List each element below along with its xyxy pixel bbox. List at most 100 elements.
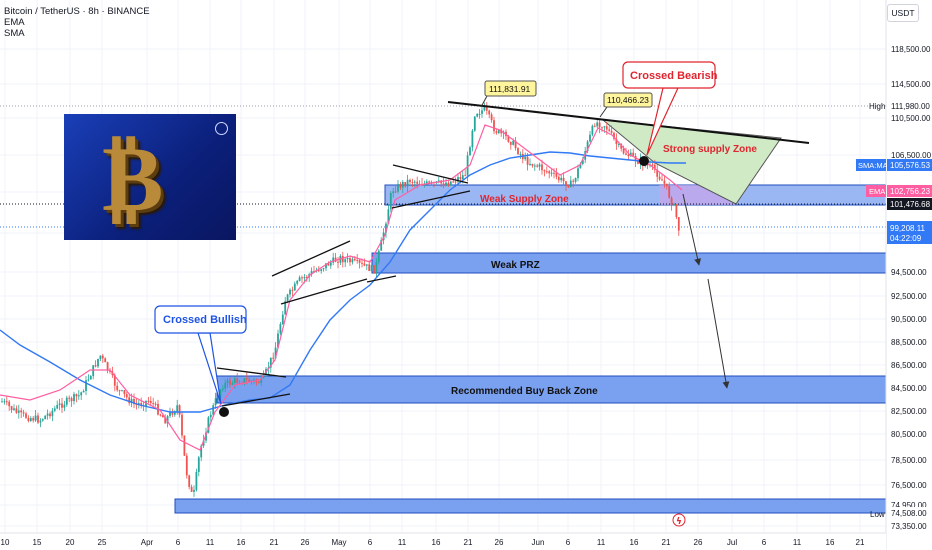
candle-body [29, 418, 32, 421]
candle-body [425, 181, 428, 184]
candle-body [5, 401, 8, 403]
high-badge: High 111,980.00 [869, 102, 930, 111]
price-tick-label: 76,500.00 [891, 481, 927, 490]
time-axis-pane[interactable] [0, 533, 886, 550]
ema-indicator-label[interactable]: EMA [4, 17, 25, 28]
time-tick-label: 11 [597, 538, 606, 547]
candle-body [25, 413, 27, 418]
candle-body [233, 378, 236, 383]
candle-body [327, 263, 330, 266]
candle-body [605, 126, 608, 130]
candle-body [303, 277, 306, 279]
candle-body [543, 170, 546, 172]
time-tick-label: May [331, 538, 346, 547]
candle-body [80, 392, 83, 396]
candle-body [531, 163, 534, 166]
candle-body [538, 164, 541, 167]
candle-body [365, 264, 368, 266]
candle-body [488, 110, 491, 115]
candle-body [202, 440, 205, 446]
time-tick-label: 21 [662, 538, 671, 547]
candle-body [97, 358, 99, 367]
candle-body [94, 365, 97, 367]
candle-body [653, 164, 656, 170]
candle-body [205, 432, 207, 441]
candle-body [166, 416, 169, 424]
candle-body [394, 191, 397, 193]
candle-body [212, 405, 215, 415]
price-axis-pane[interactable] [886, 0, 932, 550]
candle-body [229, 380, 231, 385]
candle-body [553, 172, 555, 174]
candle-body [574, 178, 577, 182]
candle-body [53, 408, 56, 411]
candle-body [296, 280, 299, 284]
time-tick-label: 6 [368, 538, 373, 547]
candle-body [279, 324, 282, 334]
candle-body [483, 106, 486, 111]
candle-body [293, 283, 296, 291]
candle-body [377, 250, 380, 262]
bitcoin-icon: ₿ [102, 124, 164, 232]
candle-body [373, 265, 375, 274]
candle-body [507, 136, 510, 142]
candle-body [20, 410, 23, 413]
candle-body [181, 414, 183, 436]
price-tick-label: 80,500.00 [891, 430, 927, 439]
candle-body [329, 262, 332, 266]
candle-body [389, 193, 392, 210]
candle-body [274, 347, 277, 359]
candle-body [577, 168, 579, 179]
time-tick-label: 21 [856, 538, 865, 547]
weak-supply-label: Weak Supply Zone [480, 194, 569, 205]
sma-indicator-label[interactable]: SMA [4, 28, 25, 39]
candle-body [495, 131, 498, 134]
candle-body [73, 394, 75, 402]
time-tick-label: 21 [270, 538, 279, 547]
time-axis-ticks: 10 15 20 25 Apr 6 11 16 21 26 May 6 11 16 21 26 Jun 6 11 16… [1, 538, 865, 547]
projection-arrow-1 [682, 193, 702, 266]
time-tick-label: 16 [237, 538, 246, 547]
candle-body [49, 413, 51, 417]
candle-body [3, 401, 6, 403]
event-marker-icon[interactable] [672, 513, 686, 527]
candle-body [245, 378, 248, 380]
candle-body [188, 475, 191, 487]
candle-body [137, 403, 140, 405]
candle-body [490, 114, 493, 121]
time-tick-label: 10 [1, 538, 10, 547]
symbol-title[interactable]: Bitcoin / TetherUS · 8h · BINANCE [4, 6, 150, 17]
candle-body [665, 183, 668, 187]
time-tick-label: Jun [532, 538, 545, 547]
candle-body [207, 417, 210, 433]
sma-badge: SMA:MA 105,576.53 [856, 159, 932, 171]
candle-body [519, 153, 522, 155]
weak-prz-label: Weak PRZ [491, 260, 540, 271]
candle-body [92, 365, 95, 377]
candle-body [397, 184, 399, 192]
candle-body [401, 181, 404, 188]
candle-body [313, 271, 315, 273]
price-tick-label: 94,500.00 [891, 268, 927, 277]
candle-body [161, 415, 164, 418]
currency-button[interactable]: USDT [887, 4, 919, 22]
candle-body [601, 127, 603, 129]
peak-1-label [484, 80, 537, 97]
candle-body [409, 179, 411, 183]
candle-body [277, 333, 279, 348]
candle-body [284, 301, 287, 315]
candle-body [58, 403, 61, 405]
candle-body [87, 379, 90, 381]
candle-body [497, 129, 500, 134]
candle-body [596, 122, 599, 127]
candle-body [589, 134, 591, 142]
candle-body [380, 240, 383, 251]
candle-body [46, 413, 49, 416]
candle-body [22, 412, 25, 414]
candle-body [224, 382, 227, 389]
candle-body [61, 403, 63, 408]
candle-body [152, 403, 155, 405]
candle-body [82, 390, 85, 393]
candle-body [478, 113, 481, 115]
